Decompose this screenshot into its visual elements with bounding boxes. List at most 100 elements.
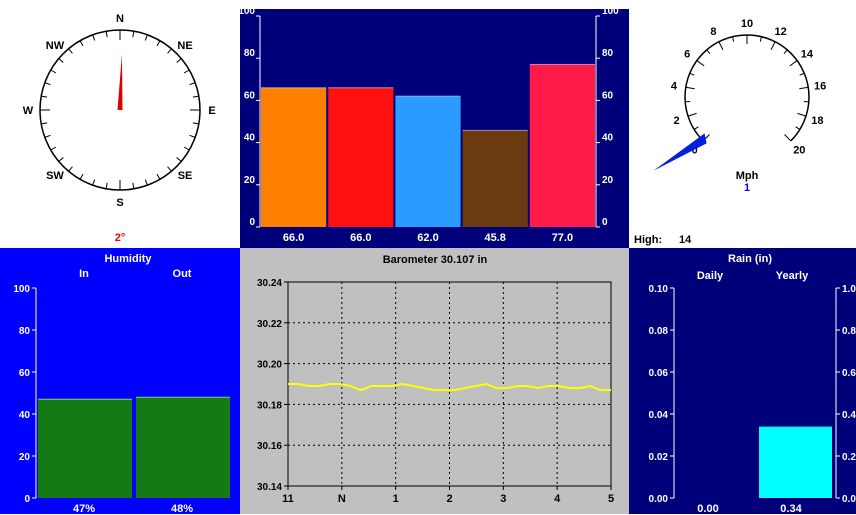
rain-yearly-value: 0.34 xyxy=(780,503,801,515)
temperature-tick-label: 20 xyxy=(244,175,256,186)
temperature-value-label: 66.0 xyxy=(350,232,371,244)
wind-high-label: High: xyxy=(634,234,662,246)
barometer-x-tick-label: 5 xyxy=(608,493,614,505)
compass-reading: 2° xyxy=(115,232,126,244)
wind-high-value: 14 xyxy=(679,234,691,246)
temperature-tick-label: 0 xyxy=(249,217,255,228)
barometer-x-tick-label: N xyxy=(338,493,346,505)
temperature-value-label: 62.0 xyxy=(417,232,438,244)
barometer-x-tick-label: 2 xyxy=(446,493,452,505)
wind-gauge-tick-label: 12 xyxy=(774,26,786,38)
wind-gauge-tick xyxy=(697,61,704,66)
temperature-tick-label: 60 xyxy=(244,90,256,101)
wind-gauge-tick-label: 10 xyxy=(741,18,753,30)
compass-direction-label: SE xyxy=(178,170,193,182)
temperature-tick-label: 80 xyxy=(244,48,256,59)
barometer-y-tick-label: 30.24 xyxy=(257,278,282,289)
compass-direction-label: W xyxy=(23,105,34,117)
wind-gauge-tick-label: 2 xyxy=(674,115,680,127)
temperature-tick-label: 100 xyxy=(602,9,619,17)
rain-chart: 0.100.080.060.040.020.001.00.80.60.40.20… xyxy=(629,248,856,514)
wind-gauge-tick xyxy=(784,50,787,54)
compass-direction-label: SW xyxy=(46,170,64,182)
rain-right-tick-label: 0.8 xyxy=(842,326,856,337)
temperature-bar xyxy=(530,65,595,227)
barometer-x-tick-label: 11 xyxy=(282,493,294,505)
humidity-bar xyxy=(38,399,132,498)
barometer-y-tick-label: 30.14 xyxy=(257,482,282,493)
wind-gauge-tick-label: 16 xyxy=(814,80,826,92)
temperature-bar xyxy=(328,88,393,227)
wind-gauge-tick xyxy=(686,87,695,88)
barometer-y-tick-label: 30.20 xyxy=(257,360,282,371)
rain-left-tick-label: 0.04 xyxy=(649,410,669,421)
temperature-tick-label: 60 xyxy=(602,90,614,101)
wind-gauge-tick-label: 20 xyxy=(793,144,805,156)
rain-right-tick-label: 0.6 xyxy=(842,368,856,379)
rain-yearly-bar xyxy=(759,427,832,498)
temperature-tick-label: 20 xyxy=(602,175,614,186)
wind-gauge-tick xyxy=(719,42,723,50)
rain-right-tick-label: 0.2 xyxy=(842,452,856,463)
humidity-tick-label: 0 xyxy=(24,494,30,505)
temperature-tick-label: 40 xyxy=(602,133,614,144)
humidity-tick-label: 100 xyxy=(13,284,30,295)
rain-left-tick-label: 0.08 xyxy=(649,326,669,337)
barometer-y-tick-label: 30.16 xyxy=(257,441,282,452)
temperature-tick-label: 40 xyxy=(244,133,256,144)
temperature-bar xyxy=(395,96,460,227)
humidity-chart: 0 20 40 60 80 100 xyxy=(0,248,240,514)
temperature-value-label: 77.0 xyxy=(552,232,573,244)
compass-direction-label: NW xyxy=(46,40,65,52)
humidity-in-value: 47% xyxy=(73,503,95,515)
compass-direction-label: N xyxy=(116,13,124,25)
humidity-tick-label: 20 xyxy=(19,452,31,463)
temperature-tick-label: 0 xyxy=(602,217,608,228)
rain-left-tick-label: 0.06 xyxy=(649,368,669,379)
wind-gauge-tick-label: 8 xyxy=(710,26,716,38)
temperature-tick-label: 80 xyxy=(602,48,614,59)
rain-right-tick-label: 0.0 xyxy=(842,494,856,505)
temperature-tick-label: 100 xyxy=(240,9,255,17)
temperature-bar xyxy=(261,88,326,227)
wind-gauge-tick xyxy=(688,113,697,116)
temperature-panel: 0 0 20 20 40 40 60 60 80 80 100 100 66.0 66.0 62.0 45.8… xyxy=(240,9,629,248)
wind-unit-label: Mph xyxy=(736,170,759,182)
barometer-x-tick-label: 4 xyxy=(554,493,561,505)
humidity-tick-label: 40 xyxy=(19,410,31,421)
humidity-tick-label: 80 xyxy=(19,326,31,337)
wind-gauge-tick xyxy=(694,127,698,130)
temperature-bar xyxy=(463,130,528,227)
wind-needle xyxy=(653,133,706,170)
wind-gauge-tick xyxy=(760,37,761,42)
wind-speed-value: 1 xyxy=(744,182,750,194)
wind-gauge-tick xyxy=(797,113,806,116)
humidity-tick-label: 60 xyxy=(19,368,31,379)
wind-gauge-tick xyxy=(707,50,710,54)
temperature-value-label: 45.8 xyxy=(484,232,505,244)
humidity-out-value: 48% xyxy=(171,503,193,515)
humidity-bar xyxy=(136,397,230,498)
rain-daily-value: 0.00 xyxy=(697,503,718,515)
compass-direction-label: S xyxy=(116,197,123,209)
wind-gauge-tick xyxy=(784,134,790,140)
wind-gauge-tick-label: 6 xyxy=(684,49,690,61)
wind-gauge-tick xyxy=(799,87,808,88)
wind-gauge-tick-label: 18 xyxy=(811,115,823,127)
temperature-chart: 0 0 20 20 40 40 60 60 80 80 100 100 66.0 66.0 62.0 45.8… xyxy=(240,9,629,248)
wind-gauge-tick-label: 4 xyxy=(671,80,678,92)
wind-gauge-tick xyxy=(796,127,800,130)
rain-left-tick-label: 0.10 xyxy=(649,284,669,295)
barometer-x-tick-label: 1 xyxy=(393,493,399,505)
rain-right-tick-label: 0.4 xyxy=(842,410,856,421)
wind-gauge-tick xyxy=(690,73,695,75)
barometer-y-tick-label: 30.18 xyxy=(257,400,282,411)
wind-gauge-arc xyxy=(685,35,809,141)
temperature-value-label: 66.0 xyxy=(283,232,304,244)
wind-gauge-tick xyxy=(790,61,797,66)
